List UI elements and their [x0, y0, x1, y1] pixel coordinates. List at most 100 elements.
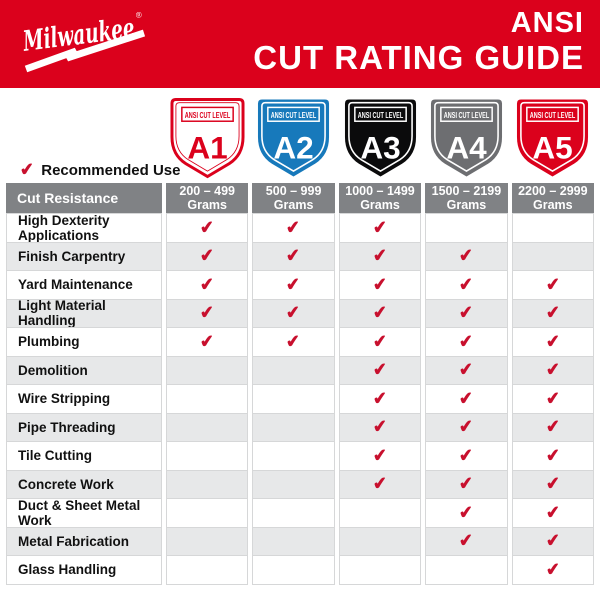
shield-level: A1 [187, 130, 227, 166]
check-cell: ✔ [425, 241, 508, 271]
check-cell: ✔ [511, 270, 595, 300]
table-row: Plumbing ✔ ✔ ✔ ✔ ✔ [6, 327, 595, 357]
gram-range-header-a5: 2200 – 2999 Grams [511, 183, 595, 213]
gram-range: 2200 – 2999 [518, 184, 588, 198]
table-row: Finish Carpentry ✔ ✔ ✔ ✔ [6, 241, 595, 271]
check-cell: ✔ [511, 412, 595, 442]
check-cell: ✔ [425, 270, 508, 300]
check-cell: ✔ [166, 298, 249, 328]
shield-shape [430, 99, 503, 177]
cut-level-shield-a3: ANSI CUT LEVEL A3 [343, 97, 418, 179]
check-cell: ✔ [511, 555, 595, 585]
check-cell: ✔ [252, 213, 335, 243]
check-icon: ✔ [458, 388, 475, 409]
table-row: Glass Handling ✔ [6, 555, 595, 585]
page-title: ANSI CUT RATING GUIDE [253, 8, 584, 74]
table-row: Light Material Handling ✔ ✔ ✔ ✔ ✔ [6, 298, 595, 328]
check-cell [252, 555, 335, 585]
check-icon: ✔ [371, 473, 389, 494]
check-cell [252, 469, 335, 499]
check-cell [511, 213, 595, 243]
shield-inner-line [348, 101, 413, 172]
recommended-use-legend: ✔ Recommended Use [19, 159, 180, 180]
table-row: Duct & Sheet Metal Work ✔ ✔ [6, 498, 595, 528]
check-icon: ✔ [544, 445, 561, 466]
check-cell: ✔ [511, 469, 595, 499]
check-icon: ✔ [544, 473, 561, 494]
row-label: High Dexterity Applications [6, 213, 162, 243]
row-label: Metal Fabrication [6, 526, 162, 556]
table-row: High Dexterity Applications ✔ ✔ ✔ [6, 213, 595, 243]
check-cell: ✔ [252, 298, 335, 328]
registered-mark: ® [135, 10, 142, 20]
table-row: Tile Cutting ✔ ✔ ✔ [6, 441, 595, 471]
check-cell [252, 498, 335, 528]
shield-label-box [526, 106, 579, 122]
check-cell: ✔ [338, 213, 422, 243]
check-cell: ✔ [338, 270, 422, 300]
check-icon: ✔ [199, 302, 216, 323]
check-icon: ✔ [199, 331, 216, 352]
shield-label: ANSI CUT LEVEL [530, 111, 576, 120]
check-cell: ✔ [511, 327, 595, 357]
check-cell: ✔ [166, 270, 249, 300]
check-icon: ✔ [544, 502, 561, 523]
shield-label: ANSI CUT LEVEL [358, 111, 404, 120]
check-icon: ✔ [285, 217, 302, 238]
check-icon: ✔ [544, 302, 561, 323]
check-icon: ✔ [544, 274, 561, 295]
table-row: Concrete Work ✔ ✔ ✔ [6, 469, 595, 499]
check-cell: ✔ [338, 469, 422, 499]
check-cell: ✔ [425, 384, 508, 414]
check-cell: ✔ [425, 469, 508, 499]
shield-level: A3 [360, 130, 400, 166]
shields-row: ANSI CUT LEVEL A1 ANSI CUT LEVEL A2 ANSI… [0, 97, 600, 180]
check-cell: ✔ [511, 526, 595, 556]
check-cell [252, 526, 335, 556]
check-icon: ✔ [199, 245, 216, 266]
check-cell: ✔ [425, 526, 508, 556]
check-icon: ✔ [371, 445, 389, 466]
check-cell: ✔ [511, 441, 595, 471]
shield-shape [516, 99, 589, 177]
check-icon: ✔ [458, 502, 475, 523]
check-cell: ✔ [425, 298, 508, 328]
shield-level: A5 [532, 130, 572, 166]
check-icon: ✔ [371, 416, 389, 437]
row-label: Light Material Handling [6, 298, 162, 328]
gram-range-header-a3: 1000 – 1499 Grams [338, 183, 422, 213]
cut-level-shield-a5: ANSI CUT LEVEL A5 [515, 97, 590, 179]
check-cell: ✔ [252, 327, 335, 357]
table-row: Wire Stripping ✔ ✔ ✔ [6, 384, 595, 414]
table-header-row: Cut Resistance 200 – 499 Grams 500 – 999… [6, 183, 595, 213]
check-icon: ✔ [458, 245, 475, 266]
check-cell: ✔ [511, 355, 595, 385]
check-cell: ✔ [425, 327, 508, 357]
check-cell [252, 384, 335, 414]
check-icon: ✔ [371, 245, 389, 266]
check-icon: ✔ [199, 217, 216, 238]
check-icon: ✔ [458, 445, 475, 466]
row-label: Yard Maintenance [6, 270, 162, 300]
row-label: Finish Carpentry [6, 241, 162, 271]
check-cell: ✔ [511, 498, 595, 528]
check-icon: ✔ [371, 217, 389, 238]
row-label: Pipe Threading [6, 412, 162, 442]
check-icon: ✔ [544, 331, 561, 352]
check-cell: ✔ [425, 441, 508, 471]
check-icon: ✔ [458, 530, 475, 551]
check-icon: ✔ [371, 331, 389, 352]
shield-label: ANSI CUT LEVEL [271, 111, 317, 120]
table-row: Yard Maintenance ✔ ✔ ✔ ✔ ✔ [6, 270, 595, 300]
row-label: Tile Cutting [6, 441, 162, 471]
rating-table: Cut Resistance 200 – 499 Grams 500 – 999… [6, 183, 595, 585]
check-cell: ✔ [338, 355, 422, 385]
shield-label-box [354, 106, 407, 122]
gram-range: 500 – 999 [265, 184, 322, 198]
check-cell [252, 441, 335, 471]
check-cell [166, 384, 249, 414]
check-icon: ✔ [371, 302, 389, 323]
check-cell [166, 441, 249, 471]
check-cell: ✔ [252, 270, 335, 300]
